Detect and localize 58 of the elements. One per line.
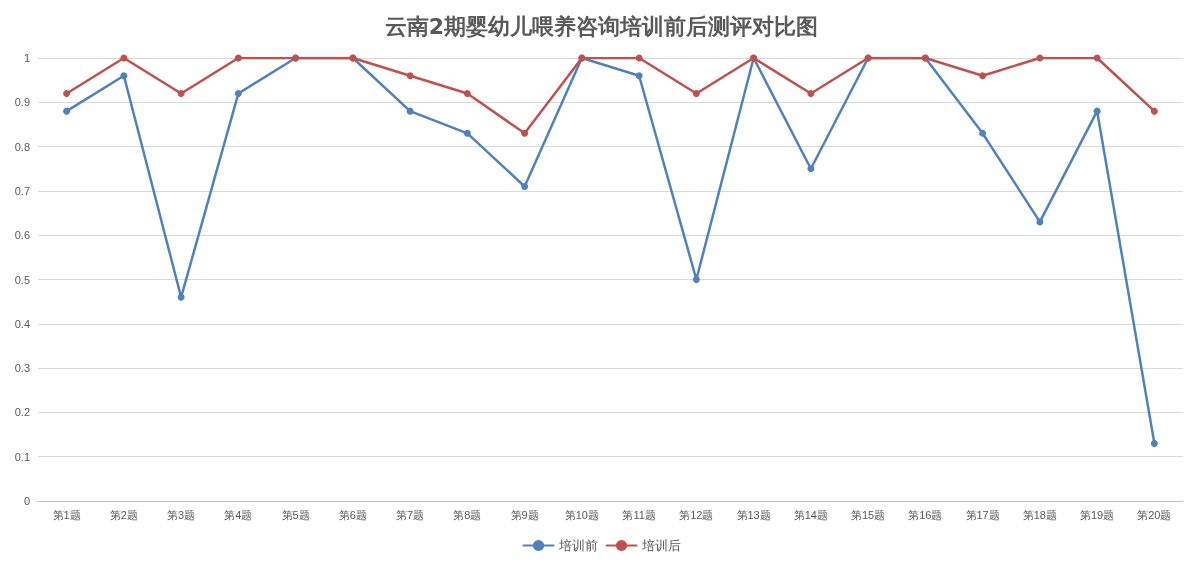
x-tick-label: 第5题 [281,508,310,521]
point [692,89,700,97]
x-tick-label: 第3题 [167,508,196,521]
point [406,107,414,115]
point [463,129,471,137]
x-tick-label: 第16题 [908,508,943,521]
legend-label: 培训前 [557,538,598,553]
point [463,89,471,97]
point [521,129,529,137]
point [692,276,700,283]
y-tick-label: 0.5 [14,273,30,286]
y-tick-label: 1 [23,52,30,64]
legend-label: 培训后 [640,538,681,553]
y-tick-label: 0.6 [14,229,30,242]
x-tick-label: 第17题 [965,508,1000,521]
y-tick-label: 0.9 [14,96,30,109]
point [807,165,815,173]
point [979,72,987,80]
x-tick-label: 第18题 [1022,508,1057,521]
x-tick-label: 第15题 [851,508,886,521]
point [979,129,987,137]
x-tick-label: 第10题 [564,508,599,521]
point [1150,107,1158,115]
x-tick-label: 第4题 [224,508,253,521]
point [120,72,128,80]
x-tick-label: 第14题 [793,508,828,521]
point [521,182,529,190]
x-tick-label: 第11题 [622,508,656,521]
point [177,89,185,97]
x-tick-label: 第1题 [52,508,81,521]
point [1036,218,1044,226]
y-tick-label: 0 [23,495,30,507]
point [234,89,242,97]
point [406,72,414,80]
y-tick-label: 0.8 [14,140,30,153]
point [635,72,643,80]
point [807,89,815,97]
x-tick-label: 第2题 [109,508,138,521]
x-tick-label: 第12题 [679,508,714,521]
x-tick-label: 第9题 [510,508,539,521]
y-tick-label: 0.3 [14,362,30,375]
y-tick-label: 0.4 [14,317,30,330]
chart-title: 云南2期婴幼儿喂养咨询培训前后测评对比图 [384,13,819,39]
point [234,54,242,62]
y-tick-label: 0.1 [14,450,30,463]
x-tick-label: 第7题 [396,508,425,521]
x-tick-label: 第13题 [736,508,771,521]
point [177,293,185,301]
x-tick-label: 第8题 [453,508,482,521]
y-tick-label: 0.2 [14,406,30,419]
point [63,107,71,115]
y-tick-label: 0.7 [14,184,30,197]
x-tick-label: 第6题 [338,508,367,521]
x-tick-label: 第19题 [1080,508,1115,521]
x-tick-label: 第20题 [1137,508,1172,521]
point [1150,439,1158,447]
point [1093,107,1101,115]
point [63,89,71,97]
